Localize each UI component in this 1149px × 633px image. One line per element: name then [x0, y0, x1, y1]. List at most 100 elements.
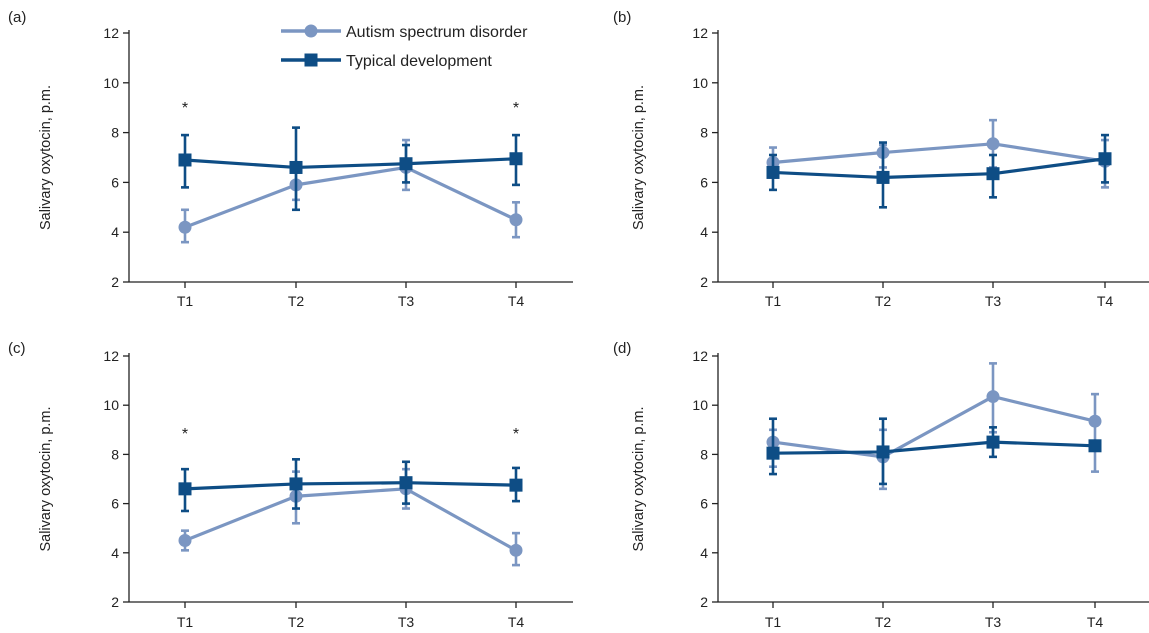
series-line-td	[772, 440, 1096, 455]
data-point-square	[766, 446, 780, 460]
series-asd	[766, 118, 1112, 189]
series-asd	[178, 138, 523, 244]
x-tick-label: T2	[288, 614, 305, 630]
y-tick-label: 12	[103, 25, 119, 41]
data-point-circle	[509, 543, 523, 557]
x-tick-label: T4	[1087, 614, 1104, 630]
y-tick-label: 8	[700, 446, 708, 462]
x-tick-label: T4	[1097, 293, 1114, 309]
legend-label: Autism spectrum disorder	[346, 24, 528, 41]
significance-marker: *	[513, 100, 519, 117]
y-tick-label: 8	[111, 446, 119, 462]
series-line-td	[184, 157, 517, 170]
y-tick-label: 6	[700, 496, 708, 512]
data-point-square	[178, 153, 192, 167]
data-point-square	[178, 482, 192, 496]
legend-label: Typical development	[346, 53, 492, 70]
chart-panel-c: (c) Salivary oxytocin, p.m. 2 4 6 8 10 12 T1 T2 T3…	[8, 340, 573, 630]
legend-marker-square	[304, 53, 318, 67]
significance-marker: *	[182, 426, 188, 443]
x-tick-label: T1	[765, 614, 782, 630]
y-tick-label: 12	[103, 348, 119, 364]
data-point-circle	[178, 220, 192, 234]
data-point-square	[399, 157, 413, 171]
x-tick-label: T2	[875, 293, 892, 309]
panel-label: (a)	[8, 9, 26, 26]
y-tick-label: 10	[692, 75, 708, 91]
y-axis-title: Salivary oxytocin, p.m.	[631, 406, 647, 551]
data-point-circle	[509, 213, 523, 227]
y-tick-label: 4	[111, 224, 119, 240]
series-line-asd	[772, 394, 1096, 459]
x-tick-label: T2	[875, 614, 892, 630]
data-point-circle	[986, 390, 1000, 404]
y-axis-title: Salivary oxytocin, p.m.	[631, 85, 647, 230]
y-tick-label: 10	[103, 397, 119, 413]
x-tick-label: T3	[398, 614, 415, 630]
chart-panel-d: (d) Salivary oxytocin, p.m. 2 4 6 8 10 12 T1 T2 T3…	[613, 340, 1149, 630]
y-tick-label: 10	[103, 75, 119, 91]
data-point-square	[1088, 439, 1102, 453]
series-line-asd	[772, 142, 1106, 165]
data-point-square	[986, 167, 1000, 181]
y-tick-label: 2	[111, 274, 119, 290]
y-tick-label: 10	[692, 397, 708, 413]
data-point-square	[986, 435, 1000, 449]
y-tick-label: 6	[111, 174, 119, 190]
y-tick-label: 6	[111, 496, 119, 512]
series-td	[766, 133, 1112, 209]
series-td	[178, 458, 523, 513]
data-point-square	[509, 152, 523, 166]
y-tick-label: 6	[700, 174, 708, 190]
x-tick-label: T1	[177, 614, 194, 630]
series-line-td	[772, 157, 1106, 180]
data-point-square	[766, 165, 780, 179]
y-tick-label: 8	[111, 125, 119, 141]
x-tick-label: T3	[985, 614, 1002, 630]
data-point-circle	[178, 534, 192, 547]
x-tick-label: T3	[398, 293, 415, 309]
series-td	[766, 417, 1102, 486]
y-tick-label: 4	[700, 545, 708, 561]
data-point-circle	[1088, 414, 1102, 428]
series-asd	[766, 362, 1102, 491]
y-tick-label: 12	[692, 25, 708, 41]
y-axis-title: Salivary oxytocin, p.m.	[38, 406, 54, 551]
x-tick-label: T4	[508, 614, 525, 630]
panel-label: (d)	[613, 340, 631, 357]
series-td	[178, 126, 523, 212]
data-point-square	[399, 476, 413, 490]
x-tick-label: T1	[177, 293, 194, 309]
panel-label: (b)	[613, 9, 631, 26]
data-point-square	[876, 170, 890, 184]
data-point-square	[876, 445, 890, 459]
data-point-square	[289, 477, 303, 491]
x-tick-label: T4	[508, 293, 525, 309]
y-tick-label: 4	[700, 224, 708, 240]
y-tick-label: 2	[700, 594, 708, 610]
y-tick-label: 4	[111, 545, 119, 561]
panel-label: (c)	[8, 340, 26, 357]
significance-marker: *	[513, 426, 519, 443]
y-axis-title: Salivary oxytocin, p.m.	[38, 85, 54, 230]
series-line-asd	[184, 165, 517, 229]
data-point-square	[289, 160, 303, 174]
y-tick-label: 8	[700, 125, 708, 141]
y-tick-label: 2	[111, 594, 119, 610]
x-tick-label: T3	[985, 293, 1002, 309]
significance-marker: *	[182, 100, 188, 117]
series-line-td	[184, 481, 517, 491]
legend: Autism spectrum disorder Typical developm…	[281, 24, 528, 70]
chart-panel-a: (a) Salivary oxytocin, p.m. 2 4 6 8 10 12 T1 T2 T3…	[8, 9, 573, 309]
data-point-square	[1098, 152, 1112, 166]
chart-panel-b: (b) Salivary oxytocin, p.m. 2 4 6 8 10 12 T1 T2 T3…	[613, 9, 1149, 309]
x-tick-label: T1	[765, 293, 782, 309]
x-tick-label: T2	[288, 293, 305, 309]
data-point-circle	[986, 137, 1000, 151]
legend-marker-circle	[304, 24, 318, 38]
y-tick-label: 2	[700, 274, 708, 290]
y-tick-label: 12	[692, 348, 708, 364]
data-point-square	[509, 478, 523, 492]
series-line-asd	[184, 487, 517, 552]
